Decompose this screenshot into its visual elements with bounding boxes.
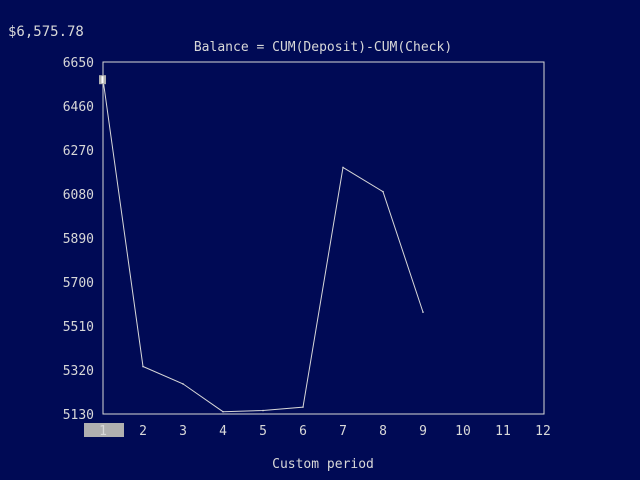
data-point [222,410,224,413]
x-tick-label: 7 [339,424,347,439]
x-tick-label: 1 [99,424,107,439]
data-point [262,409,264,412]
y-tick-label: 6650 [63,56,94,71]
x-axis-ticks: 1 2 3 4 5 6 7 8 9 10 11 12 [84,423,551,439]
y-tick-label: 6270 [63,144,94,159]
y-tick-label: 5890 [63,232,94,247]
x-tick-label: 8 [379,424,387,439]
y-tick-label: 5510 [63,320,94,335]
x-tick-label: 2 [139,424,147,439]
chart-title: Balance = CUM(Deposit)-CUM(Check) [194,40,452,55]
data-point [182,383,184,385]
y-tick-label: 6080 [63,188,94,203]
x-axis-label: Custom period [272,457,374,472]
data-point [342,166,344,169]
y-tick-label: 5700 [63,276,94,291]
series-line [102,79,424,413]
x-tick-label: 12 [535,424,551,439]
value-readout: $6,575.78 [8,24,84,40]
x-tick-label: 3 [179,424,187,439]
period-cursor[interactable] [84,423,124,437]
series-layer [99,75,424,413]
x-tick-label: 11 [495,424,511,439]
x-tick-label: 5 [259,424,267,439]
x-tick-label: 4 [219,424,227,439]
y-axis-ticks: 6650 6460 6270 6080 5890 5700 5510 5320 5130 [63,56,94,423]
x-tick-label: 10 [455,424,471,439]
data-point [302,406,304,408]
data-point [422,311,424,313]
y-tick-label: 6460 [63,100,94,115]
y-tick-label: 5130 [63,408,94,423]
x-tick-label: 6 [299,424,307,439]
point-cursor-glyph [101,76,104,84]
data-point [382,190,384,193]
y-tick-label: 5320 [63,364,94,379]
plot-frame [102,61,545,415]
data-point [142,365,144,368]
x-tick-label: 9 [419,424,427,439]
